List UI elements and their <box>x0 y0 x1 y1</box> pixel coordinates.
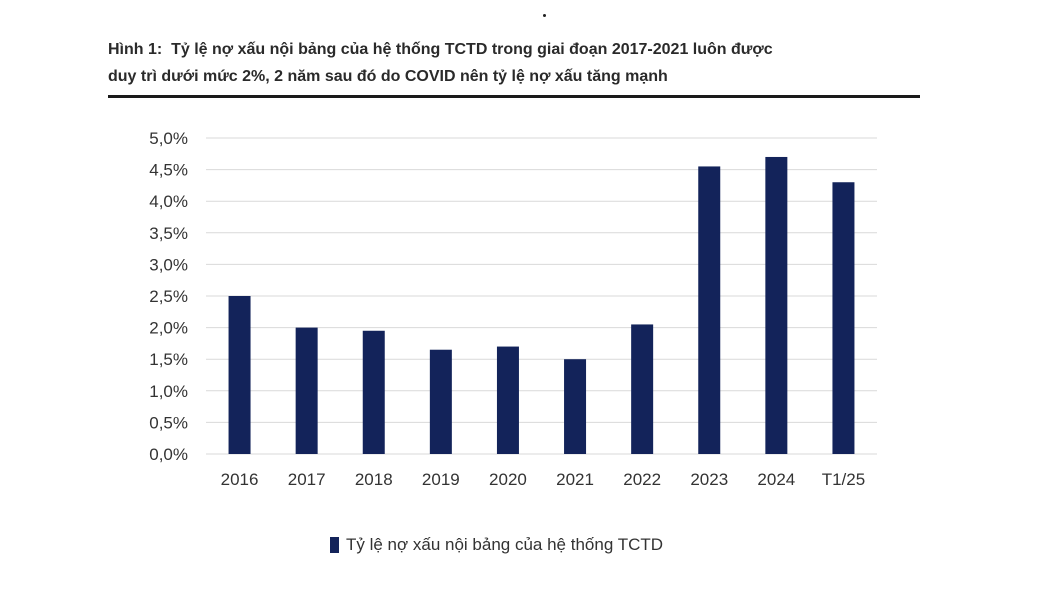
bar-2024 <box>765 156 788 454</box>
figure-caption: Hình 1: Tỷ lệ nợ xấu nội bảng của hệ thố… <box>108 36 928 90</box>
x-tick-label: 2017 <box>288 470 326 489</box>
x-tick-label: 2016 <box>221 470 259 489</box>
bar-2022 <box>631 324 654 454</box>
legend-swatch <box>330 537 339 553</box>
y-tick-label: 1,5% <box>149 350 188 369</box>
stray-dot <box>543 14 546 17</box>
caption-prefix: Hình 1: <box>108 41 163 58</box>
x-tick-label: 2018 <box>355 470 393 489</box>
caption-line-1: Tỷ lệ nợ xấu nội bảng của hệ thống TCTD … <box>171 41 773 58</box>
bar-2017 <box>295 327 318 454</box>
y-tick-label: 1,0% <box>149 382 188 401</box>
bar-2016 <box>228 296 251 454</box>
y-tick-label: 3,5% <box>149 224 188 243</box>
y-tick-label: 0,5% <box>149 413 188 432</box>
bar-2018 <box>362 330 385 454</box>
legend-label: Tỷ lệ nợ xấu nội bảng của hệ thống TCTD <box>346 535 664 554</box>
y-tick-label: 4,0% <box>149 192 188 211</box>
bar-2019 <box>429 349 452 454</box>
x-tick-label: 2019 <box>422 470 460 489</box>
bar-t1-25 <box>832 182 855 455</box>
caption-line-2: duy trì dưới mức 2%, 2 năm sau đó do COV… <box>108 68 668 85</box>
bar-2020 <box>496 346 519 454</box>
y-tick-label: 5,0% <box>149 129 188 148</box>
y-tick-label: 2,0% <box>149 319 188 338</box>
y-tick-label: 3,0% <box>149 255 188 274</box>
caption-rule <box>108 95 920 98</box>
bar-2021 <box>564 359 587 454</box>
x-tick-label: 2020 <box>489 470 527 489</box>
chart-legend: Tỷ lệ nợ xấu nội bảng của hệ thống TCTD <box>330 534 663 556</box>
x-tick-label: T1/25 <box>822 470 865 489</box>
x-tick-label: 2022 <box>623 470 661 489</box>
y-tick-label: 2,5% <box>149 287 188 306</box>
x-tick-label: 2024 <box>757 470 795 489</box>
y-tick-label: 0,0% <box>149 445 188 464</box>
y-tick-label: 4,5% <box>149 161 188 180</box>
x-tick-label: 2023 <box>690 470 728 489</box>
bar-2023 <box>698 166 721 454</box>
x-tick-label: 2021 <box>556 470 594 489</box>
